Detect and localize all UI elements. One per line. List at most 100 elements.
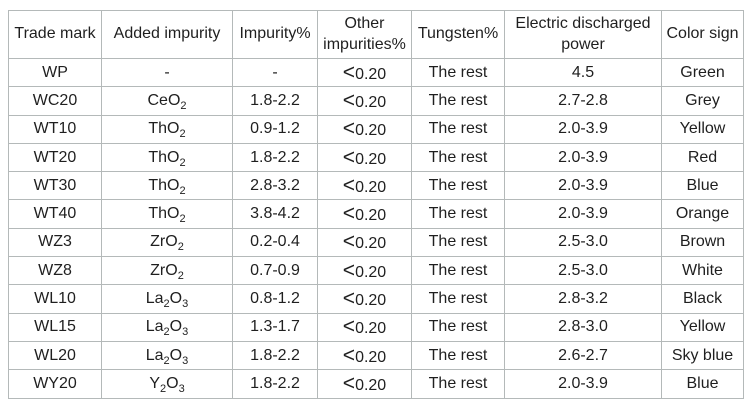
table-row: WT20 ThO2 1.8-2.2 <0.20 The rest 2.0-3.9 Red [8, 142, 744, 173]
tungsten-electrode-spec-table: Trade mark Added impurity Impurity% Othe… [8, 10, 744, 399]
cell-trade-mark: WZ8 [8, 256, 102, 286]
table-row: WC20 CeO2 1.8-2.2 <0.20 The rest 2.7-2.8 Grey [8, 86, 744, 116]
column-header-electric-discharged-power: Electric discharged power [504, 10, 662, 59]
cell-color-sign: Yellow [661, 312, 744, 342]
table-row: WT10 ThO2 0.9-1.2 <0.20 The rest 2.0-3.9 Yello… [8, 114, 744, 144]
cell-color-sign: Green [661, 57, 744, 88]
cell-tungsten-pct: The rest [411, 199, 505, 229]
cell-impurity-pct: 3.8-4.2 [232, 199, 318, 229]
cell-trade-mark: WT10 [8, 114, 102, 144]
cell-added-impurity: ZrO2 [101, 227, 233, 258]
table-row: WL15 La2O3 1.3-1.7 <0.20 The rest 2.8-3.0 Yell… [8, 312, 744, 342]
cell-added-impurity: Y2O3 [101, 369, 233, 399]
cell-other-impurities-pct: <0.20 [317, 312, 412, 342]
cell-other-impurities-pct: <0.20 [317, 256, 412, 286]
cell-tungsten-pct: The rest [411, 171, 505, 201]
cell-tungsten-pct: The rest [411, 256, 505, 286]
cell-impurity-pct: 1.8-2.2 [232, 369, 318, 399]
cell-trade-mark: WL20 [8, 340, 102, 371]
cell-color-sign: Blue [661, 369, 744, 399]
column-header-other-impurities-pct: Other impurities% [317, 10, 412, 59]
cell-impurity-pct: 0.9-1.2 [232, 114, 318, 144]
cell-impurity-pct: 1.8-2.2 [232, 142, 318, 173]
cell-electric-discharged-power: 2.8-3.2 [504, 284, 662, 314]
cell-trade-mark: WZ3 [8, 227, 102, 258]
cell-added-impurity: La2O3 [101, 284, 233, 314]
cell-trade-mark: WT40 [8, 199, 102, 229]
cell-trade-mark: WT30 [8, 171, 102, 201]
cell-electric-discharged-power: 4.5 [504, 57, 662, 88]
cell-trade-mark: WC20 [8, 86, 102, 116]
cell-added-impurity: ThO2 [101, 114, 233, 144]
cell-electric-discharged-power: 2.5-3.0 [504, 227, 662, 258]
cell-color-sign: White [661, 256, 744, 286]
cell-color-sign: Orange [661, 199, 744, 229]
cell-other-impurities-pct: <0.20 [317, 114, 412, 144]
cell-other-impurities-pct: <0.20 [317, 227, 412, 258]
cell-added-impurity: CeO2 [101, 86, 233, 116]
cell-electric-discharged-power: 2.7-2.8 [504, 86, 662, 116]
table-row: WZ8 ZrO2 0.7-0.9 <0.20 The rest 2.5-3.0 White [8, 256, 744, 286]
cell-other-impurities-pct: <0.20 [317, 57, 412, 88]
table-row: WZ3 ZrO2 0.2-0.4 <0.20 The rest 2.5-3.0 Brown [8, 227, 744, 258]
cell-color-sign: Grey [661, 86, 744, 116]
cell-tungsten-pct: The rest [411, 57, 505, 88]
cell-tungsten-pct: The rest [411, 227, 505, 258]
cell-added-impurity: ThO2 [101, 142, 233, 173]
table-row: WL20 La2O3 1.8-2.2 <0.20 The rest 2.6-2.7 Sky … [8, 340, 744, 371]
cell-color-sign: Brown [661, 227, 744, 258]
cell-other-impurities-pct: <0.20 [317, 171, 412, 201]
cell-color-sign: Sky blue [661, 340, 744, 371]
cell-added-impurity: - [101, 57, 233, 88]
cell-tungsten-pct: The rest [411, 114, 505, 144]
cell-added-impurity: ThO2 [101, 199, 233, 229]
cell-electric-discharged-power: 2.0-3.9 [504, 114, 662, 144]
column-header-tungsten-pct: Tungsten% [411, 10, 505, 59]
cell-added-impurity: La2O3 [101, 340, 233, 371]
cell-trade-mark: WT20 [8, 142, 102, 173]
cell-trade-mark: WY20 [8, 369, 102, 399]
cell-other-impurities-pct: <0.20 [317, 284, 412, 314]
column-header-impurity-pct: Impurity% [232, 10, 318, 59]
cell-impurity-pct: 1.8-2.2 [232, 86, 318, 116]
cell-impurity-pct: 2.8-3.2 [232, 171, 318, 201]
cell-electric-discharged-power: 2.0-3.9 [504, 171, 662, 201]
cell-impurity-pct: 0.8-1.2 [232, 284, 318, 314]
cell-added-impurity: La2O3 [101, 312, 233, 342]
cell-other-impurities-pct: <0.20 [317, 142, 412, 173]
cell-impurity-pct: 1.8-2.2 [232, 340, 318, 371]
cell-electric-discharged-power: 2.5-3.0 [504, 256, 662, 286]
column-header-trade-mark: Trade mark [8, 10, 102, 59]
cell-tungsten-pct: The rest [411, 86, 505, 116]
table-row: WT30 ThO2 2.8-3.2 <0.20 The rest 2.0-3.9 Blue [8, 171, 744, 201]
cell-tungsten-pct: The rest [411, 142, 505, 173]
cell-tungsten-pct: The rest [411, 340, 505, 371]
cell-trade-mark: WL10 [8, 284, 102, 314]
cell-tungsten-pct: The rest [411, 284, 505, 314]
table-row: WT40 ThO2 3.8-4.2 <0.20 The rest 2.0-3.9 Orang… [8, 199, 744, 229]
cell-color-sign: Yellow [661, 114, 744, 144]
column-header-color-sign: Color sign [661, 10, 744, 59]
cell-other-impurities-pct: <0.20 [317, 340, 412, 371]
cell-color-sign: Black [661, 284, 744, 314]
cell-other-impurities-pct: <0.20 [317, 86, 412, 116]
cell-trade-mark: WP [8, 57, 102, 88]
cell-tungsten-pct: The rest [411, 312, 505, 342]
cell-other-impurities-pct: <0.20 [317, 369, 412, 399]
cell-tungsten-pct: The rest [411, 369, 505, 399]
cell-color-sign: Blue [661, 171, 744, 201]
cell-added-impurity: ZrO2 [101, 256, 233, 286]
cell-added-impurity: ThO2 [101, 171, 233, 201]
cell-color-sign: Red [661, 142, 744, 173]
cell-electric-discharged-power: 2.0-3.9 [504, 369, 662, 399]
table-row: WP - - <0.20 The rest 4.5 Green [8, 57, 744, 88]
header-row: Trade mark Added impurity Impurity% Othe… [8, 10, 744, 59]
cell-electric-discharged-power: 2.8-3.0 [504, 312, 662, 342]
cell-electric-discharged-power: 2.0-3.9 [504, 142, 662, 173]
cell-impurity-pct: 0.7-0.9 [232, 256, 318, 286]
cell-electric-discharged-power: 2.6-2.7 [504, 340, 662, 371]
table-row: WL10 La2O3 0.8-1.2 <0.20 The rest 2.8-3.2 Blac… [8, 284, 744, 314]
cell-other-impurities-pct: <0.20 [317, 199, 412, 229]
cell-impurity-pct: 0.2-0.4 [232, 227, 318, 258]
cell-impurity-pct: 1.3-1.7 [232, 312, 318, 342]
